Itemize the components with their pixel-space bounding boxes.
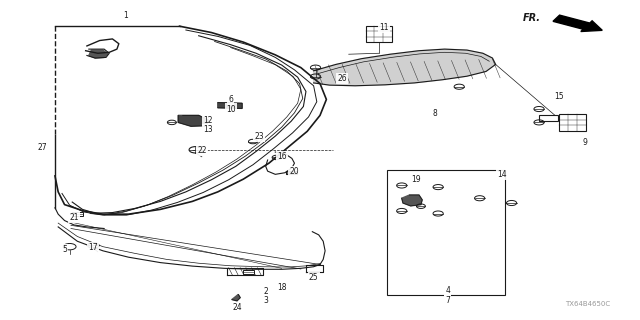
Text: 8: 8 xyxy=(433,109,437,118)
Polygon shape xyxy=(232,294,240,301)
Text: 7: 7 xyxy=(445,296,450,305)
Text: 25: 25 xyxy=(309,273,319,282)
Text: 14: 14 xyxy=(497,170,507,179)
Polygon shape xyxy=(402,195,422,206)
Text: FR.: FR. xyxy=(522,13,540,23)
Text: 10: 10 xyxy=(226,105,236,114)
Polygon shape xyxy=(314,49,495,86)
Text: 13: 13 xyxy=(204,125,213,134)
Text: 19: 19 xyxy=(411,175,420,184)
Bar xyxy=(285,171,297,174)
Text: 17: 17 xyxy=(88,243,98,252)
Text: 2: 2 xyxy=(263,287,268,296)
Polygon shape xyxy=(178,116,208,126)
Bar xyxy=(243,270,254,274)
Polygon shape xyxy=(218,103,242,108)
Text: 5: 5 xyxy=(62,245,67,254)
Text: 20: 20 xyxy=(290,167,300,176)
Text: 21: 21 xyxy=(69,213,79,222)
Text: 26: 26 xyxy=(337,74,347,83)
Polygon shape xyxy=(89,50,108,58)
Text: 6: 6 xyxy=(228,95,233,104)
Bar xyxy=(366,26,392,42)
Text: 15: 15 xyxy=(555,92,564,101)
Text: TX64B4650C: TX64B4650C xyxy=(566,300,611,307)
Bar xyxy=(72,212,83,216)
Text: 27: 27 xyxy=(37,143,47,152)
Text: 16: 16 xyxy=(277,152,287,161)
Bar xyxy=(539,116,558,121)
Text: 23: 23 xyxy=(255,132,264,140)
Text: 11: 11 xyxy=(379,23,388,32)
Text: 12: 12 xyxy=(204,116,213,125)
Bar xyxy=(387,170,505,295)
Text: 9: 9 xyxy=(582,138,588,147)
Text: 22: 22 xyxy=(197,146,207,155)
FancyArrow shape xyxy=(553,15,602,31)
Text: 1: 1 xyxy=(123,11,127,20)
Text: 4: 4 xyxy=(445,286,450,295)
Text: 18: 18 xyxy=(277,283,287,292)
Bar xyxy=(559,114,586,131)
Text: 3: 3 xyxy=(263,296,268,305)
Text: 24: 24 xyxy=(232,303,242,312)
